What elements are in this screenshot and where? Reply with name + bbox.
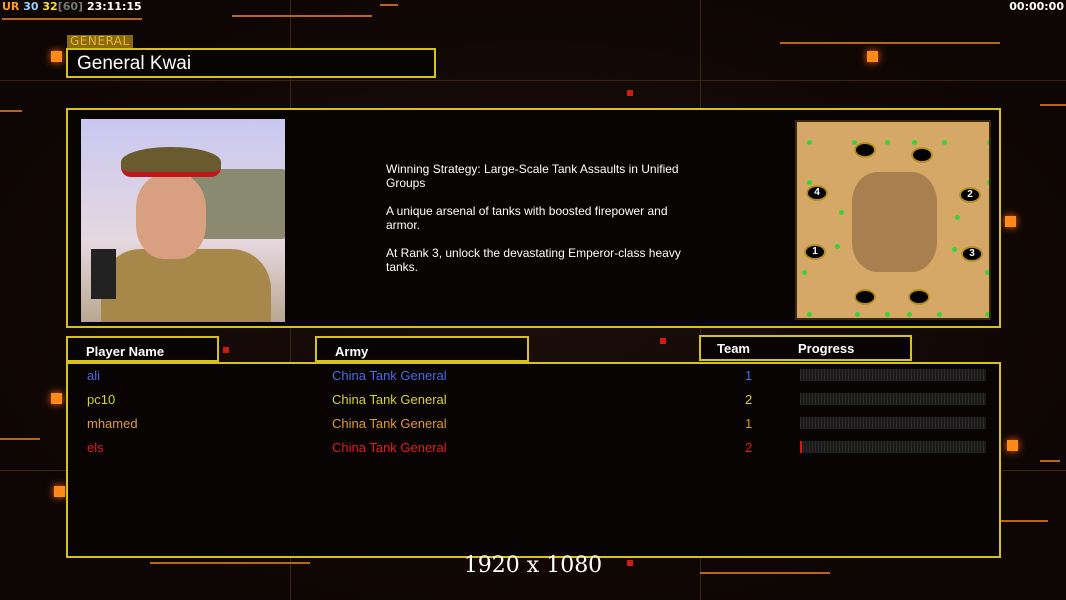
general-description: Winning Strategy: Large-Scale Tank Assau… bbox=[386, 162, 681, 274]
player-row: ali China Tank General 1 bbox=[68, 366, 999, 386]
header-team-progress: Team Progress bbox=[699, 335, 912, 361]
supply-dock bbox=[854, 142, 876, 158]
player-name: els bbox=[87, 440, 104, 455]
progress-bar bbox=[800, 441, 986, 453]
supply-dock bbox=[911, 147, 933, 163]
start-position-3[interactable]: 3 bbox=[961, 246, 983, 262]
player-row: els China Tank General 2 bbox=[68, 438, 999, 458]
header-army: Army bbox=[315, 336, 529, 362]
player-row: pc10 China Tank General 2 bbox=[68, 390, 999, 410]
player-list: ali China Tank General 1 pc10 China Tank… bbox=[66, 362, 1001, 558]
general-name: General Kwai bbox=[66, 48, 436, 78]
player-team: 2 bbox=[745, 440, 753, 455]
supply-dock bbox=[908, 289, 930, 305]
header-progress: Progress bbox=[798, 341, 855, 356]
player-name: mhamed bbox=[87, 416, 138, 431]
fps-readout: UR 30 32[60] 23:11:15 bbox=[2, 0, 142, 13]
fps-limit: [60] bbox=[57, 0, 84, 13]
player-name: pc10 bbox=[87, 392, 116, 407]
map-preview[interactable]: 1 2 3 4 bbox=[795, 120, 991, 320]
player-team: 2 bbox=[745, 392, 753, 407]
player-army: China Tank General bbox=[332, 368, 447, 383]
header-team: Team bbox=[717, 341, 750, 356]
player-team: 1 bbox=[745, 368, 753, 383]
player-army: China Tank General bbox=[332, 416, 447, 431]
player-row: mhamed China Tank General 1 bbox=[68, 414, 999, 434]
player-army: China Tank General bbox=[332, 392, 447, 407]
start-position-1[interactable]: 1 bbox=[804, 244, 826, 260]
progress-fill bbox=[800, 441, 802, 453]
game-timer: 00:00:00 bbox=[1009, 0, 1064, 13]
general-portrait bbox=[81, 119, 285, 322]
clock: 23:11:15 bbox=[86, 0, 142, 13]
progress-bar bbox=[800, 369, 986, 381]
start-position-2[interactable]: 2 bbox=[959, 187, 981, 203]
general-tag: GENERAL bbox=[67, 35, 133, 48]
progress-bar bbox=[800, 417, 986, 429]
fps-value: 30 bbox=[23, 0, 39, 13]
player-name: ali bbox=[87, 368, 101, 383]
ur-label: UR bbox=[2, 0, 20, 13]
header-player-name: Player Name bbox=[66, 336, 219, 362]
player-army: China Tank General bbox=[332, 440, 447, 455]
resolution-label: 1920 x 1080 bbox=[463, 553, 603, 578]
start-position-4[interactable]: 4 bbox=[806, 185, 828, 201]
general-info-panel: Winning Strategy: Large-Scale Tank Assau… bbox=[66, 108, 1001, 328]
fps-value-2: 32 bbox=[42, 0, 58, 13]
player-team: 1 bbox=[745, 416, 753, 431]
supply-dock bbox=[854, 289, 876, 305]
progress-bar bbox=[800, 393, 986, 405]
